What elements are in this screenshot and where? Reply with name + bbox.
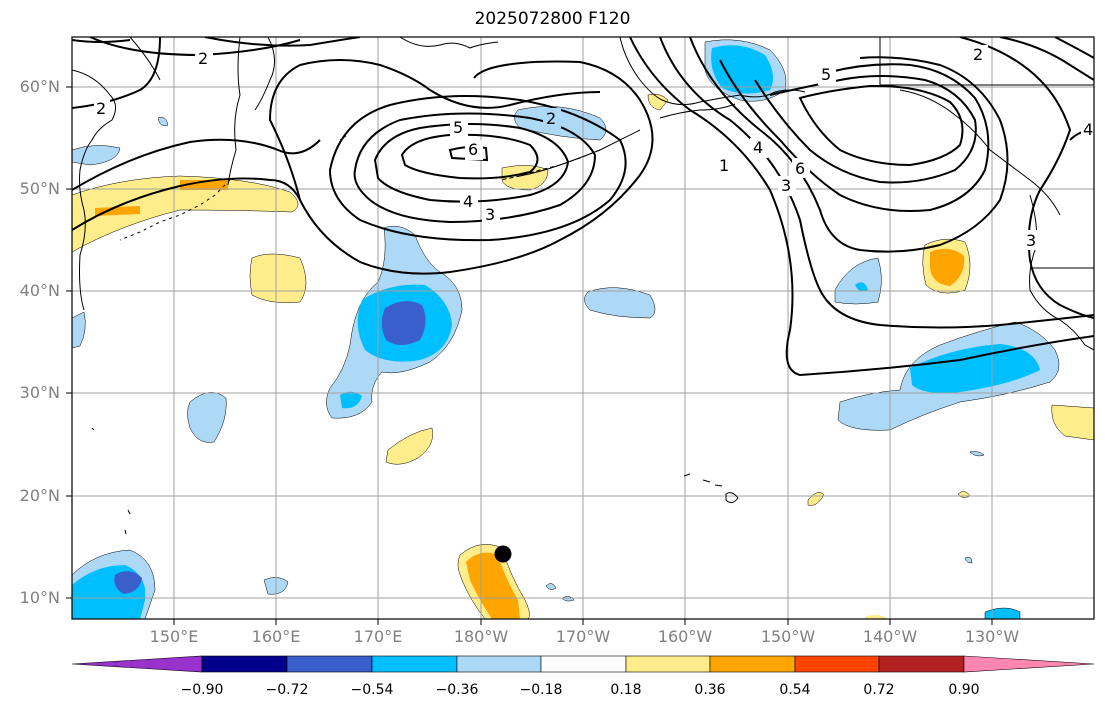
colorbar-bin <box>456 655 542 673</box>
lat-label-40n: 40°N <box>19 281 60 300</box>
colorbar-tick-label: 0.18 <box>610 682 642 698</box>
colorbar-bin <box>540 655 627 673</box>
colorbar-bin <box>201 655 288 673</box>
contour-label-1-high: 1 <box>719 156 729 175</box>
contour-label-3-coast: 3 <box>1026 231 1036 250</box>
colorbar-bin <box>371 655 458 673</box>
contour-label-5-low: 5 <box>453 118 463 137</box>
lat-label-60n: 60°N <box>19 77 60 96</box>
storm-position-marker <box>494 545 512 563</box>
colorbar <box>71 655 1095 673</box>
colorbar-tick-label: 0.72 <box>863 682 895 698</box>
lon-label-180w: 180°W <box>453 627 509 646</box>
lat-label-10n: 10°N <box>19 588 60 607</box>
contour-label-2-nw: 2 <box>198 49 208 68</box>
axis-ticks <box>66 86 993 625</box>
colorbar-tick-label: −0.18 <box>519 682 563 698</box>
contour-label-2-ne: 2 <box>973 45 983 64</box>
lon-label-140w: 140°W <box>862 627 918 646</box>
contour-label-4-high: 4 <box>753 138 763 157</box>
colorbar-tick-label: 0.36 <box>694 682 726 698</box>
colorbar-tick-label: 0.54 <box>779 682 811 698</box>
contour-labels: 2 2 5 6 4 3 2 5 1 4 3 6 3 2 <box>94 45 1094 250</box>
colorbar-extend-high <box>963 655 1095 673</box>
map-title: 2025072800 F120 <box>474 9 631 29</box>
contour-label-3-high: 3 <box>781 176 791 195</box>
gridlines <box>72 37 1094 619</box>
colorbar-bin <box>625 655 711 673</box>
colorbar-tick-label: −0.90 <box>180 682 224 698</box>
lon-label-150e: 150°E <box>149 627 199 646</box>
colorbar-bin <box>709 655 796 673</box>
lon-label-130w: 130°W <box>964 627 1020 646</box>
lat-label-50n: 50°N <box>19 179 60 198</box>
contour-label-5-high: 5 <box>821 65 831 84</box>
colorbar-tick-label: −0.36 <box>435 682 479 698</box>
colorbar-bin <box>286 655 373 673</box>
height-contours <box>72 37 1094 377</box>
contour-label-4-low: 4 <box>463 192 473 211</box>
lon-label-170e: 170°E <box>353 627 403 646</box>
colorbar-extend-low <box>71 655 203 673</box>
contour-label-6-high: 6 <box>795 159 805 178</box>
lon-label-170w: 170°W <box>555 627 611 646</box>
contour-label-3-low: 3 <box>485 205 495 224</box>
colorbar-tick-label: 0.90 <box>948 682 980 698</box>
colorbar-bin <box>794 655 880 673</box>
lon-label-160e: 160°E <box>251 627 301 646</box>
lon-label-160w: 160°W <box>657 627 713 646</box>
contour-label-2-center: 2 <box>546 109 556 128</box>
contour-label-4-edge: 4 <box>1083 120 1093 139</box>
anomaly-shading <box>72 39 1094 619</box>
colorbar-bin <box>878 655 965 673</box>
lat-label-20n: 20°N <box>19 486 60 505</box>
contour-label-6-low: 6 <box>468 140 478 159</box>
lon-label-150w: 150°W <box>760 627 816 646</box>
colorbar-tick-label: −0.54 <box>350 682 394 698</box>
contour-label-2-west: 2 <box>96 99 106 118</box>
colorbar-tick-label: −0.72 <box>265 682 309 698</box>
lat-label-30n: 30°N <box>19 383 60 402</box>
